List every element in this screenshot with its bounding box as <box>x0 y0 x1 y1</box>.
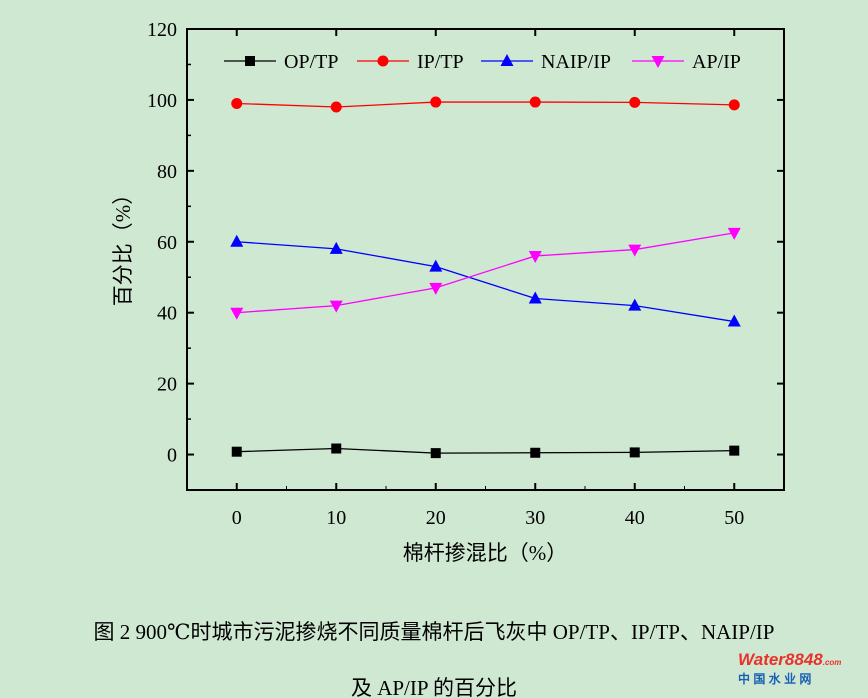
y-tick-label: 120 <box>147 19 177 41</box>
y-axis-label: 百分比（%） <box>111 184 135 307</box>
data-point <box>329 241 343 254</box>
x-axis-label: 棉杆掺混比（%） <box>403 541 568 565</box>
data-point <box>230 234 244 247</box>
y-tick-label: 80 <box>157 161 177 183</box>
watermark-cn: 中 国 水 业 网 <box>738 672 812 686</box>
y-tick-label: 40 <box>157 303 177 325</box>
data-point <box>429 259 443 272</box>
x-tick-label: 30 <box>525 507 545 529</box>
x-tick-label: 0 <box>232 507 242 529</box>
y-tick-label: 100 <box>147 90 177 112</box>
y-tick-label: 0 <box>167 445 177 467</box>
legend-label: OP/TP <box>284 51 338 73</box>
data-point <box>629 96 641 108</box>
data-point <box>430 96 442 108</box>
caption-line-1: 图 2 900℃时城市污泥掺烧不同质量棉杆后飞灰中 OP/TP、IP/TP、NA… <box>93 620 775 644</box>
series-line <box>236 232 735 314</box>
series-op-tp <box>231 443 740 459</box>
data-point <box>629 447 640 458</box>
series-naip-ip <box>230 234 741 327</box>
data-point <box>727 227 741 240</box>
legend-marker <box>245 56 255 66</box>
watermark-brand: Water8848.com <box>738 650 842 669</box>
data-point <box>628 244 642 257</box>
data-point <box>728 99 740 111</box>
data-point <box>429 282 443 295</box>
x-tick-label: 10 <box>326 507 346 529</box>
data-point <box>529 96 541 108</box>
data-point <box>231 446 242 457</box>
legend-label: AP/IP <box>692 51 741 73</box>
series-line <box>236 241 735 323</box>
legend-label: NAIP/IP <box>541 51 611 73</box>
series-line <box>236 447 735 454</box>
data-point <box>430 448 441 459</box>
series-ap-ip <box>230 227 741 320</box>
data-point <box>329 300 343 313</box>
data-point <box>528 250 542 263</box>
data-point <box>530 447 541 458</box>
legend-label: IP/TP <box>417 51 464 73</box>
watermark-logo: Water8848.com 中 国 水 业 网 <box>738 650 841 687</box>
x-tick-label: 20 <box>426 507 446 529</box>
data-point <box>230 307 244 320</box>
series-line <box>236 101 735 108</box>
plot-frame <box>186 28 785 491</box>
data-point <box>330 101 342 113</box>
data-point <box>628 298 642 311</box>
legend-marker <box>651 56 665 68</box>
x-tick-label: 40 <box>625 507 645 529</box>
data-point <box>727 314 741 327</box>
x-tick-label: 50 <box>724 507 744 529</box>
data-point <box>528 291 542 304</box>
data-point <box>231 97 243 109</box>
caption-line-2: 及 AP/IP 的百分比 <box>350 676 518 698</box>
line-chart: 0 20 40 60 80 100 120 0 10 20 30 40 50 OP/TP IP/TP NAI… <box>111 19 785 565</box>
legend-marker <box>500 54 514 66</box>
series-ip-tp <box>231 96 740 113</box>
legend-marker <box>377 55 389 67</box>
data-point <box>729 445 740 456</box>
y-tick-label: 60 <box>157 232 177 254</box>
y-tick-label: 20 <box>157 374 177 396</box>
data-point <box>331 443 342 454</box>
